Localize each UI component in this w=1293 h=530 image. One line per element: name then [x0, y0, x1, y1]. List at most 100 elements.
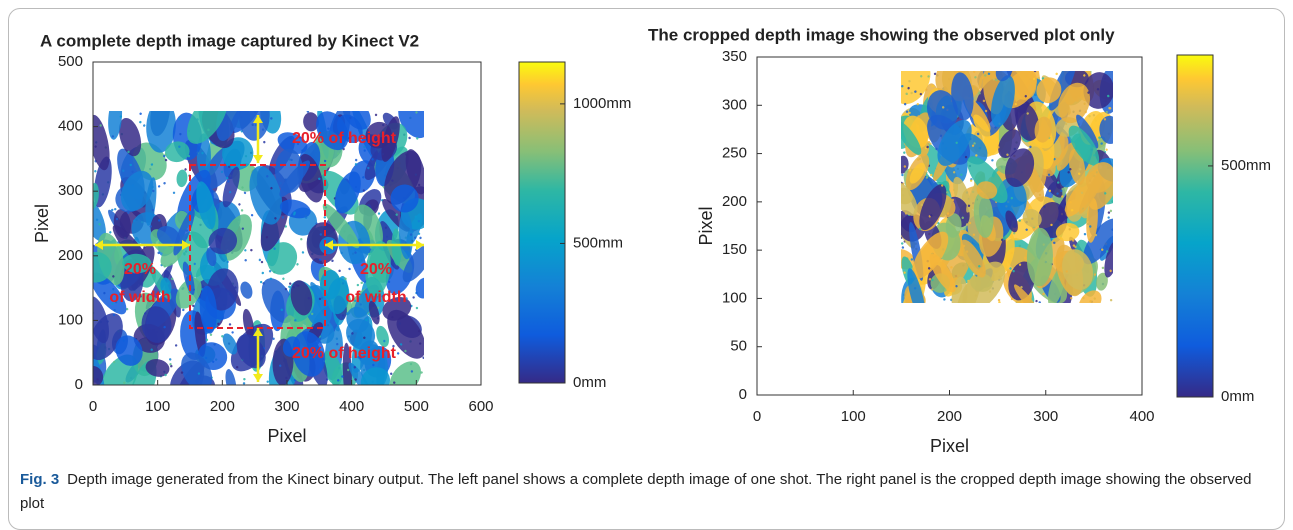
x-tick-label: 200 [210, 398, 235, 415]
depth-blob [175, 344, 178, 347]
depth-blob [261, 261, 264, 264]
depth-blob [348, 267, 351, 270]
depth-blob [94, 170, 97, 173]
depth-blob [300, 238, 302, 240]
chart-title: The cropped depth image showing the obse… [648, 25, 1115, 44]
depth-blob [250, 249, 253, 252]
y-tick-label: 0 [75, 376, 83, 393]
depth-blob [157, 185, 160, 188]
y-tick-label: 200 [58, 247, 83, 264]
depth-blob [1055, 72, 1058, 75]
x-tick-label: 0 [89, 398, 97, 415]
y-tick-label: 100 [722, 289, 747, 306]
depth-blob [176, 169, 188, 187]
depth-blob [323, 216, 326, 219]
page: A complete depth image captured by Kinec… [0, 0, 1293, 514]
annotation: 20% [124, 261, 156, 278]
x-tick-label: 300 [1033, 408, 1058, 425]
depth-blob [229, 323, 232, 326]
depth-blob [242, 382, 245, 385]
depth-blob [139, 121, 142, 124]
colorbar-tick-label: 0mm [573, 374, 606, 391]
y-tick-label: 150 [722, 241, 747, 258]
depth-blob [238, 203, 241, 206]
depth-blob [1015, 103, 1017, 105]
annotation: of width [109, 289, 170, 306]
depth-blob [312, 324, 314, 326]
chart-title: A complete depth image captured by Kinec… [40, 31, 419, 50]
depth-blob [374, 113, 377, 116]
depth-blob [1105, 148, 1107, 150]
y-axis-label: Pixel [696, 206, 716, 245]
depth-blob [239, 90, 270, 141]
arrow-head [253, 155, 263, 163]
depth-blob [296, 263, 299, 266]
depth-blob [920, 93, 922, 95]
depth-blob [263, 140, 266, 143]
caption-label: Fig. 3 [20, 471, 59, 488]
depth-blob [1084, 233, 1087, 236]
x-tick-label: 200 [937, 408, 962, 425]
depth-blob [258, 258, 261, 261]
depth-blob [301, 251, 304, 254]
depth-blob [109, 231, 112, 234]
x-tick-label: 500 [404, 398, 429, 415]
depth-blob [240, 209, 243, 212]
depth-blob [139, 112, 142, 115]
y-tick-label: 100 [58, 311, 83, 328]
depth-blob [244, 259, 247, 262]
depth-blob [261, 271, 264, 274]
colorbar [1177, 55, 1213, 397]
depth-blob [282, 277, 285, 280]
x-tick-label: 600 [468, 398, 493, 415]
annotation: 20% of height [292, 345, 397, 362]
depth-blob [412, 296, 414, 298]
depth-blob [243, 378, 246, 381]
depth-blob [416, 307, 419, 310]
depth-blob [903, 151, 906, 154]
x-tick-label: 300 [274, 398, 299, 415]
depth-blob [169, 358, 172, 361]
depth-blob [182, 308, 185, 311]
arrow-head [253, 374, 263, 382]
depth-image [886, 42, 1129, 330]
x-tick-label: 100 [841, 408, 866, 425]
y-tick-label: 250 [722, 145, 747, 162]
depth-blob [1038, 301, 1041, 304]
caption-text: Depth image generated from the Kinect bi… [20, 471, 1252, 512]
depth-blob [943, 298, 946, 301]
depth-blob [289, 282, 292, 285]
depth-blob [260, 281, 263, 284]
depth-blob [224, 368, 239, 397]
depth-blob [114, 208, 116, 210]
x-tick-label: 400 [339, 398, 364, 415]
y-axis-label: Pixel [32, 204, 52, 243]
depth-blob [991, 159, 993, 161]
depth-blob [998, 301, 1001, 304]
depth-blob [163, 182, 166, 185]
depth-blob [266, 380, 269, 383]
x-axis-label: Pixel [930, 436, 969, 456]
y-tick-label: 200 [722, 193, 747, 210]
depth-blob [357, 284, 360, 287]
depth-blob [901, 173, 904, 176]
x-tick-label: 0 [753, 408, 761, 425]
annotation: of width [345, 289, 406, 306]
depth-blob [143, 124, 146, 127]
depth-blob [338, 269, 341, 272]
depth-blob [1101, 266, 1104, 269]
annotation: 20% [360, 261, 392, 278]
depth-blob [231, 331, 234, 334]
y-tick-label: 500 [58, 53, 83, 70]
x-axis-label: Pixel [267, 426, 306, 446]
depth-blob [1107, 216, 1110, 219]
y-tick-label: 300 [722, 96, 747, 113]
depth-blob [413, 276, 434, 301]
depth-blob [251, 214, 254, 217]
x-tick-label: 400 [1129, 408, 1154, 425]
x-tick-label: 100 [145, 398, 170, 415]
depth-blob [244, 249, 247, 252]
annotation: 20% of height [292, 130, 397, 147]
depth-blob [396, 352, 399, 355]
y-tick-label: 300 [58, 182, 83, 199]
